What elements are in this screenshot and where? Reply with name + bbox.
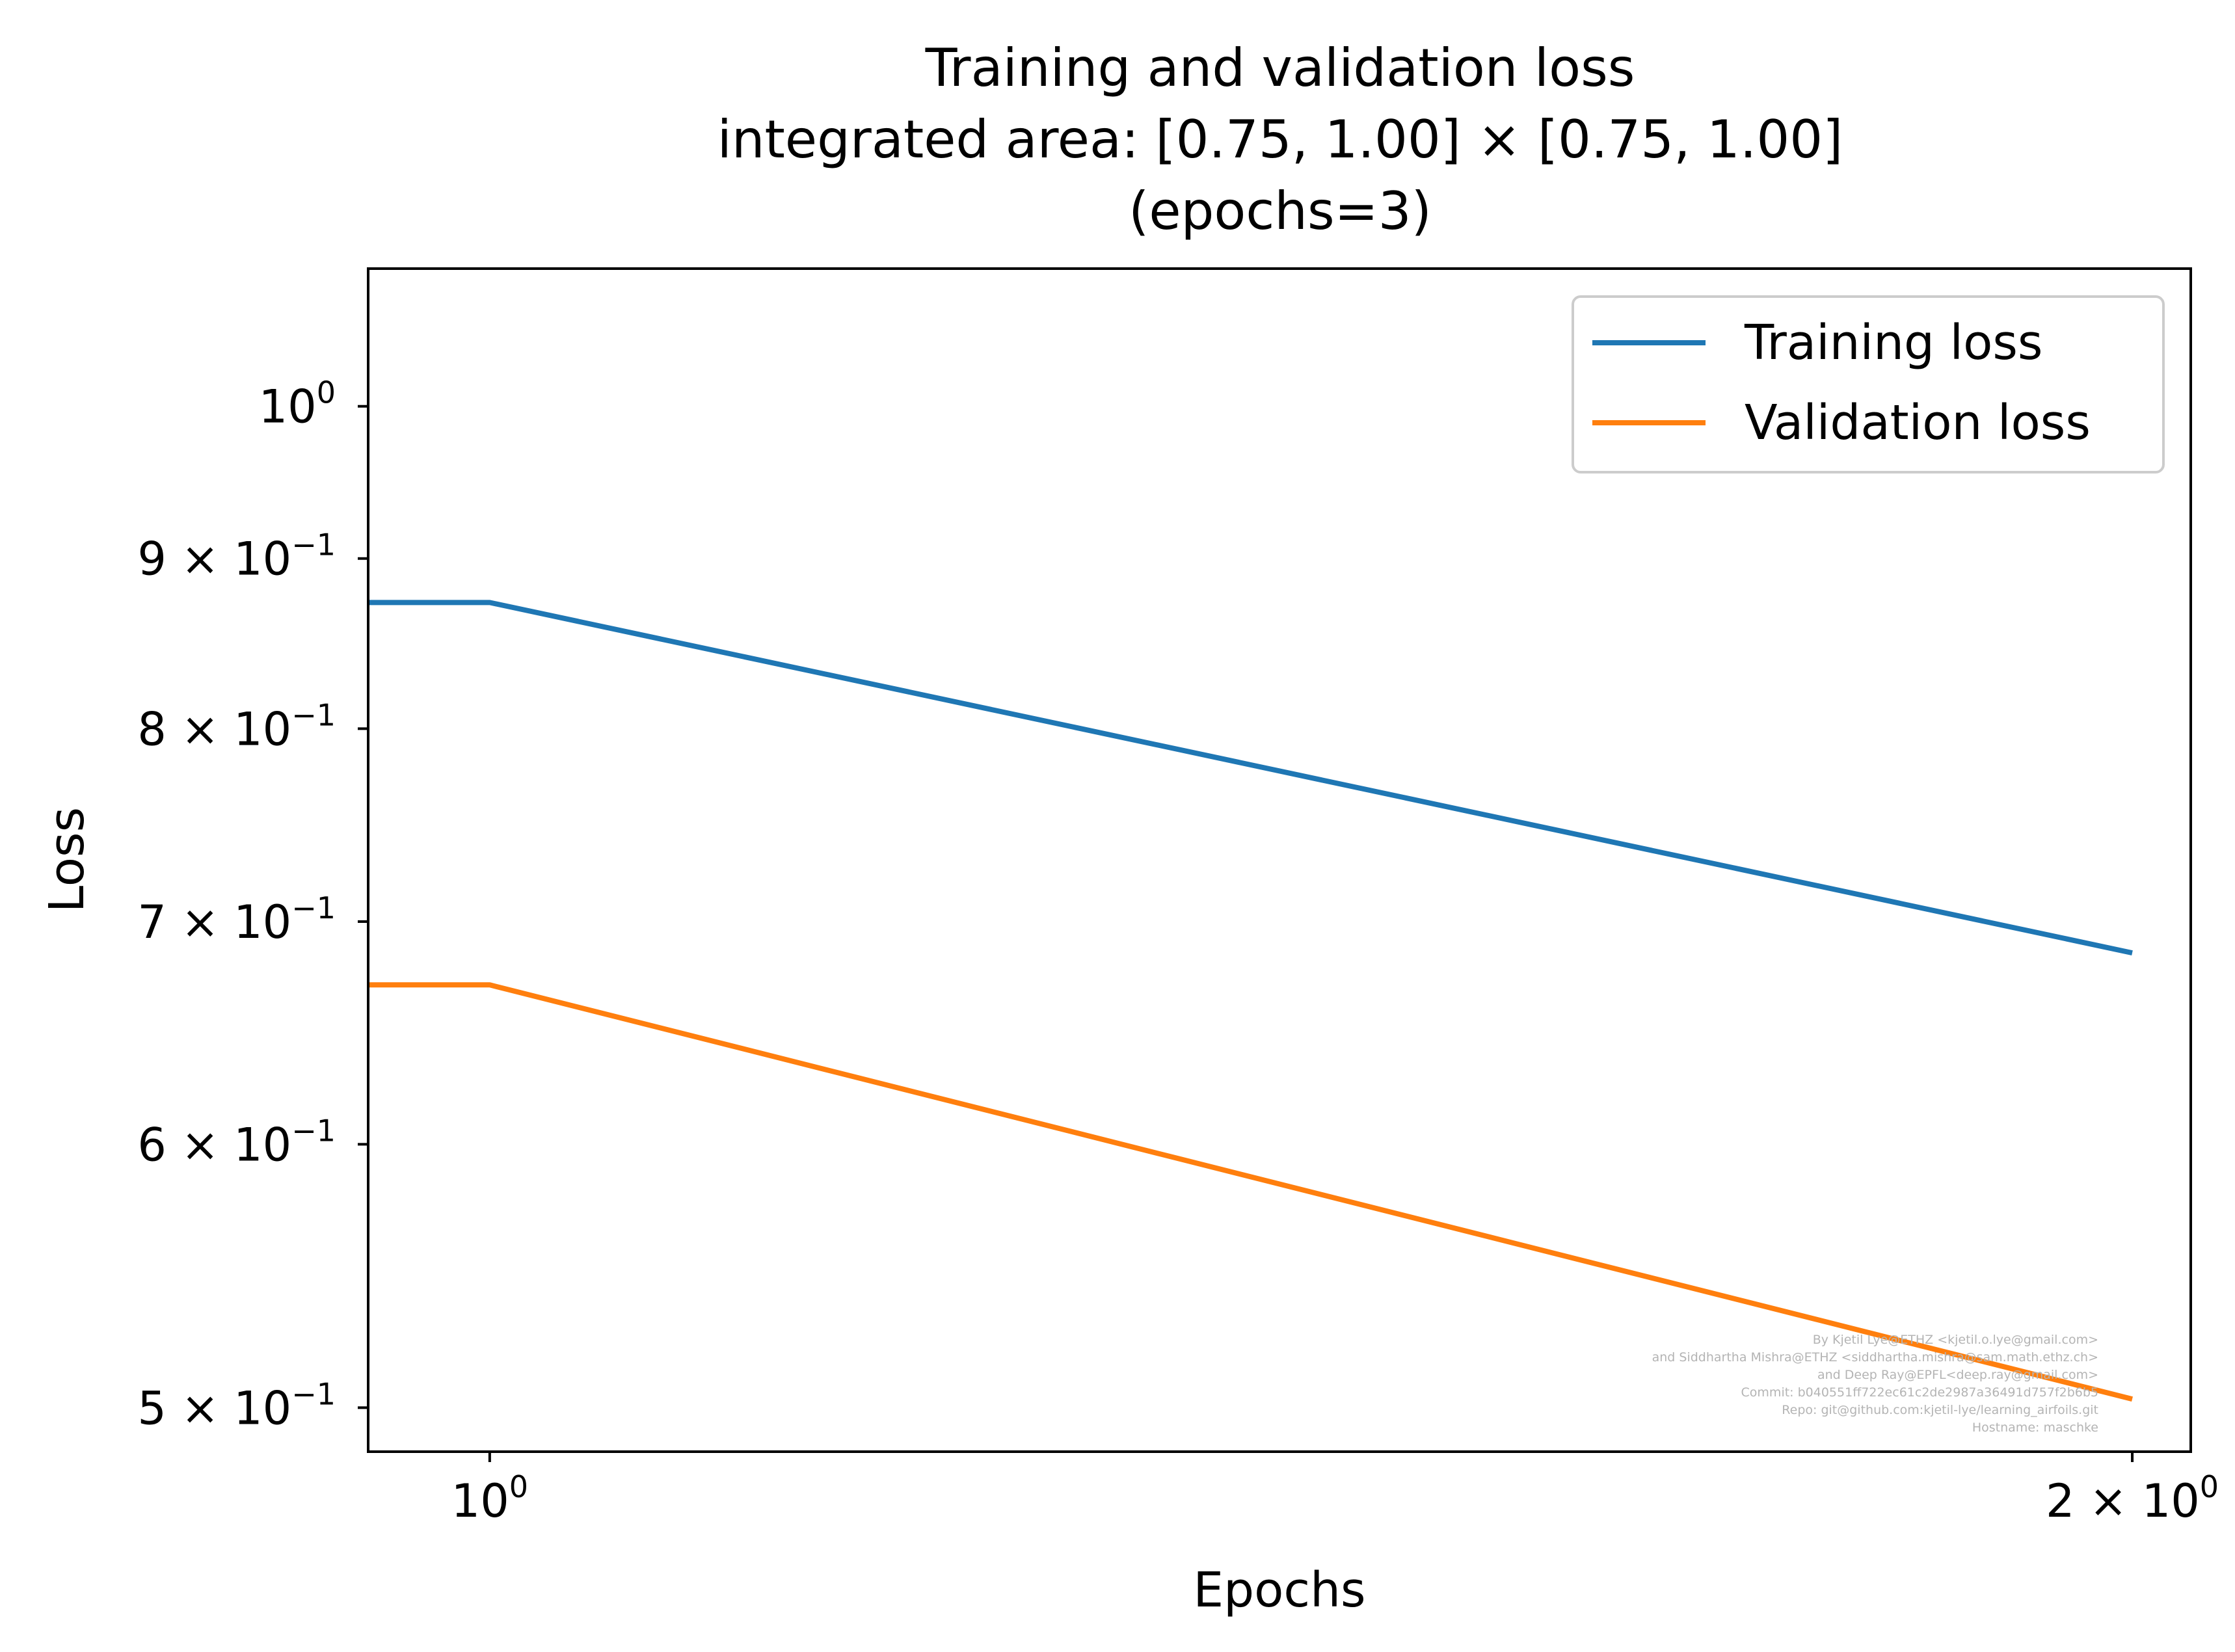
watermark-line: and Siddhartha Mishra@ETHZ <siddhartha.m… <box>1652 1350 2098 1365</box>
series-layer <box>368 600 2133 1402</box>
x-tick-label: 100 <box>451 1469 528 1528</box>
series-line-1 <box>368 600 2133 956</box>
y-tick-label: 5 × 10−1 <box>137 1376 336 1435</box>
legend-box <box>1572 295 2165 473</box>
watermark-line: Commit: b040551ff722ec61c2de2987a36491d7… <box>1741 1385 2098 1400</box>
y-tick-label: 7 × 10−1 <box>137 890 336 949</box>
x-axis-ticks: 100 2 × 100 <box>451 1452 2219 1528</box>
plot-frame <box>367 267 2192 1453</box>
watermark-line: By Kjetil Lye@ETHZ <kjetil.o.lye@gmail.c… <box>1813 1333 2098 1347</box>
y-tick-label: 9 × 10−1 <box>137 527 336 586</box>
y-tick-label: 6 × 10−1 <box>137 1113 336 1171</box>
y-axis-label: Loss <box>39 807 95 913</box>
y-tick-label: 8 × 10−1 <box>137 697 336 756</box>
chart-title-line-3: (epochs=3) <box>1129 181 1432 241</box>
chart-title-line-1: Training and validation loss <box>925 38 1635 98</box>
chart-title-line-2: integrated area: [0.75, 1.00] × [0.75, 1… <box>717 109 1843 170</box>
x-tick-label: 2 × 100 <box>2046 1469 2219 1528</box>
legend-label-1: Training loss <box>1744 315 2042 371</box>
watermark-line: Hostname: maschke <box>1972 1420 2098 1435</box>
y-axis-ticks: 100 9 × 10−1 8 × 10−1 7 × 10−1 6 × 10−1 5 × 1… <box>137 375 368 1435</box>
watermark: By Kjetil Lye@ETHZ <kjetil.o.lye@gmail.c… <box>1652 1333 2098 1435</box>
watermark-line: Repo: git@github.com:kjetil-lye/learning… <box>1782 1403 2098 1417</box>
legend-label-2: Validation loss <box>1745 395 2091 451</box>
y-tick-label: 100 <box>259 375 336 434</box>
watermark-line: and Deep Ray@EPFL<deep.ray@gmail.com> <box>1817 1368 2098 1382</box>
series-line-2 <box>368 982 2133 1402</box>
x-axis-label: Epochs <box>1193 1562 1365 1618</box>
legend: Training loss Validation loss <box>1572 295 2165 473</box>
